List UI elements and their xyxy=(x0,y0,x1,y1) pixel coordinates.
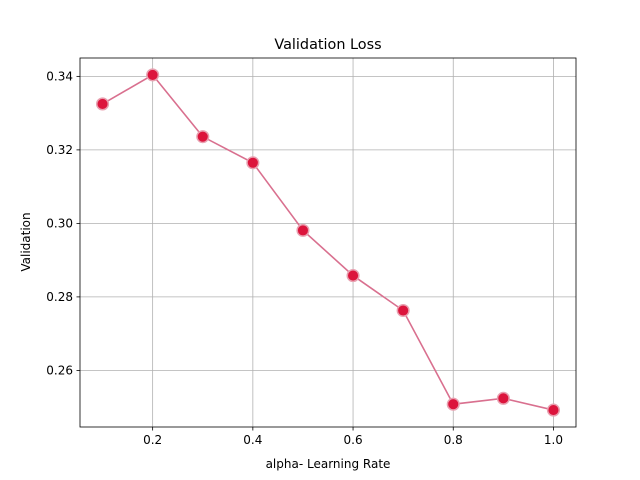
x-tick-label: 0.8 xyxy=(444,433,463,447)
data-point xyxy=(296,223,310,237)
y-axis-label: Validation xyxy=(19,212,33,271)
y-axis-ticks: 0.26 0.28 0.30 0.32 0.34 xyxy=(46,69,80,377)
y-tick-label: 0.32 xyxy=(46,143,73,157)
x-axis-label: alpha- Learning Rate xyxy=(266,457,391,471)
data-point xyxy=(196,130,210,144)
data-point xyxy=(446,397,460,411)
data-point xyxy=(396,303,410,318)
y-tick-label: 0.30 xyxy=(46,216,73,230)
x-tick-label: 1.0 xyxy=(544,433,563,447)
data-point xyxy=(246,156,260,170)
chart-title: Validation Loss xyxy=(274,37,381,53)
data-point xyxy=(496,391,510,405)
data-point xyxy=(546,403,561,417)
series-line xyxy=(102,73,554,411)
series-markers xyxy=(95,68,561,417)
x-axis-ticks: 0.2 0.4 0.6 0.8 1.0 xyxy=(143,427,563,447)
x-tick-label: 0.2 xyxy=(143,433,162,447)
x-tick-label: 0.6 xyxy=(344,433,363,447)
y-tick-label: 0.26 xyxy=(46,363,73,377)
y-tick-label: 0.28 xyxy=(46,290,73,304)
grid-lines xyxy=(80,58,576,427)
plot-frame xyxy=(79,57,577,428)
series-polyline xyxy=(102,73,554,411)
data-point xyxy=(95,97,110,111)
data-point xyxy=(346,269,360,283)
x-tick-label: 0.4 xyxy=(243,433,262,447)
data-point xyxy=(146,68,160,82)
y-tick-label: 0.34 xyxy=(46,69,73,83)
